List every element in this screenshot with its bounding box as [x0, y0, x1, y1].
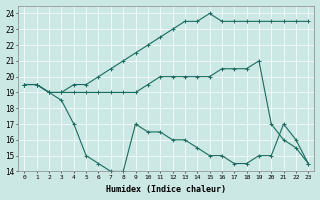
X-axis label: Humidex (Indice chaleur): Humidex (Indice chaleur) [106, 185, 226, 194]
